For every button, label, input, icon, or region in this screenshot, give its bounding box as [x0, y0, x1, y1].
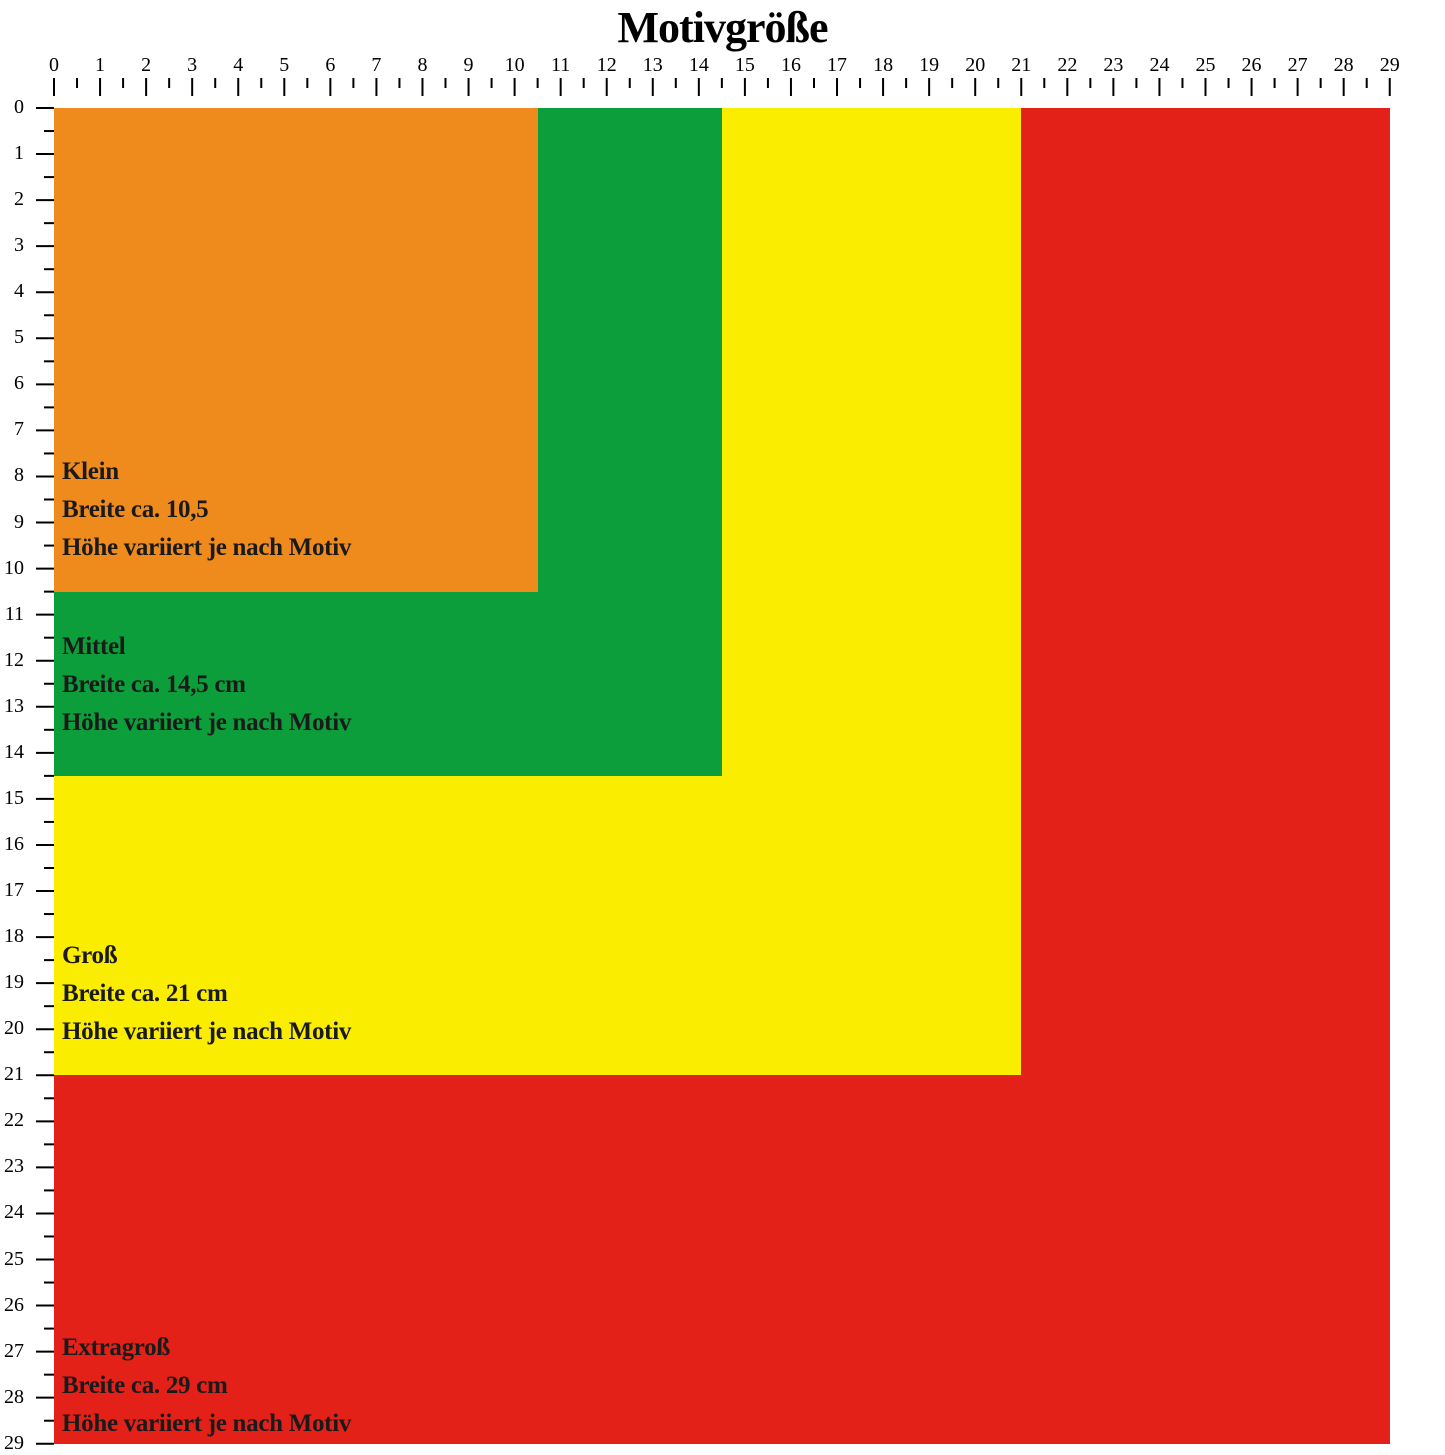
page-title: Motivgröße	[0, 2, 1445, 53]
ruler-left-label: 0	[0, 96, 24, 119]
ruler-left-label: 17	[0, 879, 24, 902]
ruler-left-label: 5	[0, 326, 24, 349]
chart-area: ExtragroßBreite ca. 29 cmHöhe variiert j…	[54, 108, 1390, 1444]
ruler-top-label: 19	[909, 54, 949, 77]
size-height-note: Höhe variiert je nach Motiv	[62, 704, 351, 742]
ruler-left-label: 15	[0, 787, 24, 810]
size-name: Mittel	[62, 628, 351, 666]
ruler-top-label: 8	[402, 54, 442, 77]
ruler-top-label: 28	[1324, 54, 1364, 77]
size-name: Groß	[62, 937, 351, 975]
ruler-top-label: 25	[1186, 54, 1226, 77]
ruler-left-label: 16	[0, 833, 24, 856]
ruler-left-label: 10	[0, 557, 24, 580]
ruler-left-label: 13	[0, 695, 24, 718]
size-width: Breite ca. 21 cm	[62, 975, 351, 1013]
ruler-left-label: 18	[0, 925, 24, 948]
ruler-top-label: 20	[955, 54, 995, 77]
size-width: Breite ca. 14,5 cm	[62, 666, 351, 704]
ruler-top-label: 9	[449, 54, 489, 77]
ruler-top-label: 26	[1232, 54, 1272, 77]
ruler-top-label: 15	[725, 54, 765, 77]
ruler-top-label: 3	[172, 54, 212, 77]
ruler-top-label: 6	[310, 54, 350, 77]
ruler-top-label: 5	[264, 54, 304, 77]
ruler-top-label: 10	[495, 54, 535, 77]
size-height-note: Höhe variiert je nach Motiv	[62, 1405, 351, 1443]
ruler-left-label: 1	[0, 142, 24, 165]
size-name: Klein	[62, 453, 351, 491]
ruler-left-label: 21	[0, 1063, 24, 1086]
ruler-left-label: 22	[0, 1109, 24, 1132]
size-label-klein: KleinBreite ca. 10,5Höhe variiert je nac…	[62, 453, 351, 567]
ruler-left-label: 3	[0, 234, 24, 257]
size-diagram: Motivgröße 01234567891011121314151617181…	[0, 0, 1445, 1445]
ruler-left-label: 24	[0, 1201, 24, 1224]
ruler-left-label: 20	[0, 1017, 24, 1040]
ruler-left-label: 2	[0, 188, 24, 211]
ruler-top-label: 23	[1093, 54, 1133, 77]
size-box-klein: KleinBreite ca. 10,5Höhe variiert je nac…	[54, 108, 538, 592]
ruler-left-label: 11	[0, 603, 24, 626]
ruler-vertical: 0123456789101112131415161718192021222324…	[0, 108, 54, 1444]
ruler-top-label: 27	[1278, 54, 1318, 77]
ruler-top-label: 21	[1001, 54, 1041, 77]
ruler-top-label: 11	[541, 54, 581, 77]
ruler-left-label: 6	[0, 372, 24, 395]
size-label-extragroß: ExtragroßBreite ca. 29 cmHöhe variiert j…	[62, 1329, 351, 1443]
size-width: Breite ca. 10,5	[62, 491, 351, 529]
size-width: Breite ca. 29 cm	[62, 1367, 351, 1405]
ruler-top-label: 4	[218, 54, 258, 77]
ruler-horizontal: 0123456789101112131415161718192021222324…	[54, 54, 1390, 108]
ruler-top-label: 1	[80, 54, 120, 77]
ruler-left-label: 8	[0, 464, 24, 487]
ruler-top-label: 2	[126, 54, 166, 77]
ruler-left-label: 23	[0, 1155, 24, 1178]
size-name: Extragroß	[62, 1329, 351, 1367]
ruler-left-label: 25	[0, 1248, 24, 1271]
ruler-left-label: 4	[0, 280, 24, 303]
ruler-left-label: 19	[0, 971, 24, 994]
size-label-groß: GroßBreite ca. 21 cmHöhe variiert je nac…	[62, 937, 351, 1051]
ruler-top-label: 7	[356, 54, 396, 77]
ruler-left-label: 12	[0, 649, 24, 672]
ruler-top-label: 17	[817, 54, 857, 77]
size-label-mittel: MittelBreite ca. 14,5 cmHöhe variiert je…	[62, 628, 351, 742]
ruler-top-label: 16	[771, 54, 811, 77]
ruler-left-label: 27	[0, 1340, 24, 1363]
ruler-top-label: 14	[679, 54, 719, 77]
ruler-left-label: 7	[0, 418, 24, 441]
ruler-left-label: 28	[0, 1386, 24, 1409]
ruler-top-label: 22	[1047, 54, 1087, 77]
ruler-left-label: 26	[0, 1294, 24, 1317]
ruler-top-label: 29	[1370, 54, 1410, 77]
ruler-top-label: 13	[633, 54, 673, 77]
ruler-top-label: 12	[587, 54, 627, 77]
ruler-left-label: 14	[0, 741, 24, 764]
size-height-note: Höhe variiert je nach Motiv	[62, 1013, 351, 1051]
size-height-note: Höhe variiert je nach Motiv	[62, 529, 351, 567]
ruler-left-label: 29	[0, 1432, 24, 1455]
ruler-top-label: 0	[34, 54, 74, 77]
ruler-top-label: 18	[863, 54, 903, 77]
ruler-top-label: 24	[1139, 54, 1179, 77]
ruler-left-label: 9	[0, 511, 24, 534]
